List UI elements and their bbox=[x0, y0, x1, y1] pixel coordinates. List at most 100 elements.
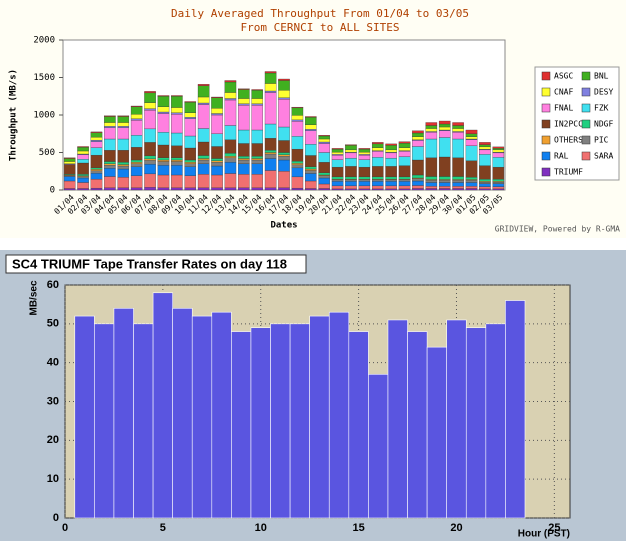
bar bbox=[407, 331, 428, 519]
bar-segment bbox=[465, 129, 478, 134]
bar-segment bbox=[117, 164, 130, 167]
bar bbox=[309, 315, 330, 519]
bar bbox=[270, 323, 291, 519]
bar-segment bbox=[358, 159, 371, 168]
y-tick-label: 20 bbox=[47, 434, 59, 446]
bar-segment bbox=[345, 188, 357, 191]
bar-segment bbox=[104, 176, 116, 188]
bar-segment bbox=[398, 142, 411, 148]
bar-segment bbox=[251, 156, 263, 159]
y-tick-label: 500 bbox=[39, 148, 55, 158]
bar-segment bbox=[211, 113, 223, 116]
bar-segment bbox=[425, 186, 438, 189]
bar-segment bbox=[224, 98, 237, 101]
bar-segment bbox=[157, 161, 170, 166]
bar-segment bbox=[171, 159, 183, 162]
bar-segment bbox=[157, 159, 170, 162]
bar-segment bbox=[479, 188, 491, 191]
bar-segment bbox=[224, 157, 237, 163]
bar-segment bbox=[90, 178, 103, 189]
bar-segment bbox=[197, 128, 210, 143]
bar-segment bbox=[479, 178, 491, 182]
bar-segment bbox=[144, 173, 156, 188]
bar-segment bbox=[438, 126, 451, 131]
bar-segment bbox=[318, 141, 330, 144]
x-tick-label: 5 bbox=[160, 522, 166, 534]
bar-segment bbox=[492, 149, 505, 153]
bar-segment bbox=[412, 185, 424, 189]
bar-segment bbox=[63, 180, 76, 189]
bar-segment bbox=[398, 156, 411, 166]
bar-segment bbox=[278, 159, 290, 172]
legend-swatch bbox=[581, 151, 591, 161]
bar-segment bbox=[479, 144, 491, 148]
bar-segment bbox=[90, 136, 103, 141]
bar-segment bbox=[224, 173, 237, 188]
bar-segment bbox=[278, 187, 290, 191]
bar-segment bbox=[144, 187, 156, 191]
bar-segment bbox=[224, 139, 237, 154]
bar-segment bbox=[144, 158, 156, 161]
bar-segment bbox=[438, 120, 451, 125]
bar-segment bbox=[318, 177, 330, 185]
bar-segment bbox=[358, 148, 371, 153]
bar-segment bbox=[465, 133, 478, 137]
bar-segment bbox=[398, 165, 411, 178]
x-tick-label: 10 bbox=[255, 522, 267, 534]
y-tick-label: 30 bbox=[47, 395, 59, 407]
bar-segment bbox=[238, 156, 250, 159]
bar-segment bbox=[452, 157, 464, 177]
bar-segment bbox=[117, 127, 130, 140]
bar-segment bbox=[117, 122, 130, 127]
bar-segment bbox=[452, 122, 464, 126]
bar-segment bbox=[371, 142, 384, 145]
bar-segment bbox=[104, 150, 116, 162]
bar-segment bbox=[438, 180, 451, 183]
bar-segment bbox=[331, 185, 344, 190]
bar-segment bbox=[398, 147, 411, 151]
bar-segment bbox=[425, 157, 438, 177]
bar-segment bbox=[479, 183, 491, 187]
legend-swatch bbox=[581, 87, 591, 97]
title-box bbox=[5, 254, 307, 274]
bar-segment bbox=[224, 81, 237, 93]
bar-segment bbox=[211, 114, 223, 134]
bar-segment bbox=[117, 177, 130, 188]
x-tick-label: 0 bbox=[62, 522, 68, 534]
bar-segment bbox=[345, 181, 357, 187]
bar-segment bbox=[412, 130, 424, 134]
bar-segment bbox=[157, 111, 170, 114]
bar-segment bbox=[358, 185, 371, 190]
bar-segment bbox=[171, 96, 183, 108]
chart-title: SC4 TRIUMF Tape Transfer Rates on day 11… bbox=[12, 256, 287, 271]
bar-segment bbox=[184, 102, 197, 113]
bar-segment bbox=[238, 159, 250, 164]
bar-segment bbox=[371, 147, 384, 151]
bar-segment bbox=[291, 106, 304, 109]
bar-segment bbox=[104, 168, 116, 177]
bar bbox=[133, 323, 154, 519]
bar-segment bbox=[144, 160, 156, 165]
bar-segment bbox=[331, 179, 344, 182]
bar-segment bbox=[90, 172, 103, 180]
bar-segment bbox=[425, 128, 438, 132]
bar-segment bbox=[184, 166, 197, 176]
bar bbox=[250, 327, 271, 519]
bar-segment bbox=[251, 143, 263, 157]
footer: GRIDVIEW, Powered by R-GMA bbox=[495, 225, 620, 234]
bar-segment bbox=[371, 185, 384, 190]
bar-segment bbox=[157, 95, 170, 97]
bar-segment bbox=[452, 176, 464, 180]
bar-segment bbox=[278, 154, 290, 157]
bar-segment bbox=[412, 140, 424, 147]
bar-segment bbox=[251, 129, 263, 144]
bar-segment bbox=[104, 116, 116, 123]
legend-swatch bbox=[581, 71, 591, 81]
bar-segment bbox=[345, 179, 357, 182]
bar-segment bbox=[224, 125, 237, 140]
bar-segment bbox=[264, 71, 277, 74]
bar-segment bbox=[371, 151, 384, 158]
bar-segment bbox=[385, 181, 397, 187]
legend-label: IN2PCC bbox=[554, 120, 583, 129]
bar-segment bbox=[211, 160, 223, 163]
